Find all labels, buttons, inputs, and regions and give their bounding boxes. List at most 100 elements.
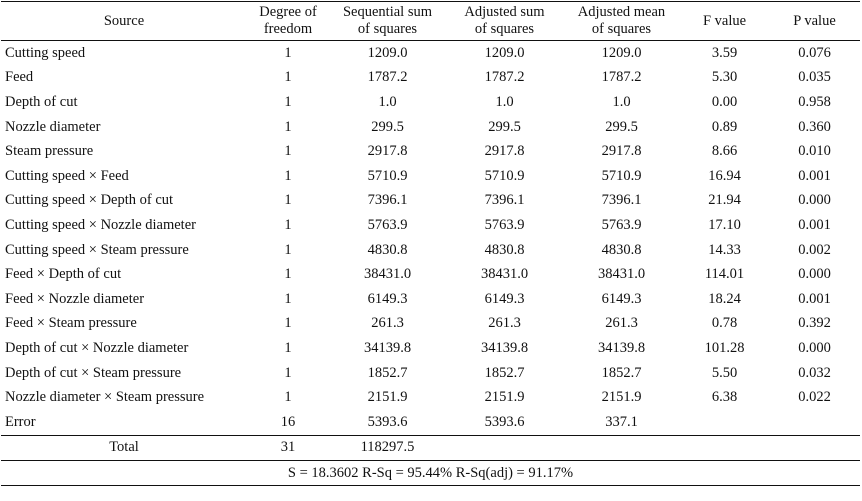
table-row: Cutting speed × Feed 1 5710.9 5710.9 5710.9 1… bbox=[1, 164, 860, 189]
header-adjusted-ss: Adjusted sum of squares bbox=[446, 2, 563, 41]
row-f-value: 8.66 bbox=[711, 143, 738, 160]
row-df: 1 bbox=[284, 143, 292, 160]
row-adj-ms: 5710.9 bbox=[601, 167, 642, 184]
table-row: Feed × Steam pressure 1 261.3 261.3 261.3 0.7… bbox=[1, 312, 860, 337]
row-p-value bbox=[769, 410, 860, 435]
row-seq-ss: 2151.9 bbox=[367, 389, 408, 406]
row-f-value: 3.59 bbox=[711, 44, 738, 61]
header-sequential-ss: Sequential sum of squares bbox=[329, 2, 446, 41]
row-df: 1 bbox=[284, 167, 292, 184]
row-df: 1 bbox=[284, 389, 292, 406]
row-adj-ms: 34139.8 bbox=[597, 339, 646, 356]
total-df: 31 bbox=[280, 439, 296, 456]
row-df: 1 bbox=[284, 364, 292, 381]
header-df-line2: freedom bbox=[263, 21, 313, 37]
row-f-value: 101.28 bbox=[704, 339, 745, 356]
header-seq-line1: Sequential sum bbox=[342, 4, 432, 20]
row-df: 1 bbox=[284, 339, 292, 356]
table-row: Nozzle diameter × Steam pressure 1 2151.9 2… bbox=[1, 385, 860, 410]
header-degree-of-freedom: Degree of freedom bbox=[247, 2, 329, 41]
total-source: Total bbox=[109, 439, 139, 456]
table-row: Feed 1 1787.2 1787.2 1787.2 5.30 0.035 bbox=[1, 66, 860, 91]
header-df-line1: Degree of bbox=[259, 4, 317, 20]
header-f-value: F value bbox=[702, 12, 747, 29]
row-df: 1 bbox=[284, 118, 292, 135]
row-adj-ss: 1.0 bbox=[495, 93, 514, 110]
row-df: 1 bbox=[284, 69, 292, 86]
row-p-value: 0.022 bbox=[798, 389, 831, 406]
header-adjms-line1: Adjusted mean bbox=[577, 4, 666, 20]
row-adj-ss: 1209.0 bbox=[484, 44, 525, 61]
header-adjss-line1: Adjusted sum bbox=[464, 4, 545, 20]
row-seq-ss: 4830.8 bbox=[367, 241, 408, 258]
row-f-value: 114.01 bbox=[704, 266, 745, 283]
total-seq-ss: 118297.5 bbox=[360, 439, 415, 456]
row-f-value: 21.94 bbox=[708, 192, 741, 209]
row-adj-ss: 38431.0 bbox=[480, 266, 529, 283]
row-adj-ss: 2917.8 bbox=[484, 143, 525, 160]
row-adj-ms: 1787.2 bbox=[601, 69, 642, 86]
row-p-value: 0.001 bbox=[798, 290, 831, 307]
row-source: Cutting speed × Nozzle diameter bbox=[5, 216, 196, 233]
table-row: Cutting speed × Steam pressure 1 4830.8 483… bbox=[1, 238, 860, 263]
row-adj-ss: 4830.8 bbox=[484, 241, 525, 258]
table-row: Feed × Depth of cut 1 38431.0 38431.0 38431.… bbox=[1, 262, 860, 287]
row-adj-ss: 261.3 bbox=[488, 315, 521, 332]
table-row: Nozzle diameter 1 299.5 299.5 299.5 0.89 0.360 bbox=[1, 115, 860, 140]
row-p-value: 0.035 bbox=[798, 69, 831, 86]
row-seq-ss: 6149.3 bbox=[367, 290, 408, 307]
row-adj-ss: 6149.3 bbox=[484, 290, 525, 307]
row-source: Error bbox=[5, 413, 36, 430]
row-seq-ss: 38431.0 bbox=[363, 266, 412, 283]
row-source: Cutting speed × Steam pressure bbox=[5, 241, 189, 258]
row-adj-ss: 5710.9 bbox=[484, 167, 525, 184]
row-df: 1 bbox=[284, 266, 292, 283]
table-row: Depth of cut 1 1.0 1.0 1.0 0.00 0.958 bbox=[1, 90, 860, 115]
row-source: Nozzle diameter × Steam pressure bbox=[5, 389, 205, 406]
row-df: 1 bbox=[284, 241, 292, 258]
row-seq-ss: 1.0 bbox=[378, 93, 397, 110]
row-adj-ms: 4830.8 bbox=[601, 241, 642, 258]
row-p-value: 0.032 bbox=[798, 364, 831, 381]
table-row: Feed × Nozzle diameter 1 6149.3 6149.3 6149.… bbox=[1, 287, 860, 312]
header-p-value: P value bbox=[793, 12, 836, 29]
table-row: Depth of cut × Nozzle diameter 1 34139.8 34… bbox=[1, 336, 860, 361]
row-df: 1 bbox=[284, 44, 292, 61]
row-seq-ss: 34139.8 bbox=[363, 339, 412, 356]
row-f-value: 6.38 bbox=[711, 389, 738, 406]
row-adj-ms: 2917.8 bbox=[601, 143, 642, 160]
row-df: 1 bbox=[284, 93, 292, 110]
row-f-value: 5.30 bbox=[711, 69, 738, 86]
row-adj-ms: 1852.7 bbox=[601, 364, 642, 381]
row-seq-ss: 1209.0 bbox=[367, 44, 408, 61]
row-p-value: 0.076 bbox=[798, 44, 831, 61]
row-source: Cutting speed bbox=[5, 44, 86, 61]
row-seq-ss: 1852.7 bbox=[367, 364, 408, 381]
model-summary: S = 18.3602 R-Sq = 95.44% R-Sq(adj) = 91… bbox=[287, 464, 574, 481]
row-p-value: 0.001 bbox=[798, 216, 831, 233]
row-df: 1 bbox=[284, 216, 292, 233]
row-seq-ss: 7396.1 bbox=[367, 192, 408, 209]
table-row: Cutting speed × Depth of cut 1 7396.1 7396.… bbox=[1, 189, 860, 214]
row-adj-ms: 2151.9 bbox=[601, 389, 642, 406]
row-f-value: 14.33 bbox=[708, 241, 741, 258]
row-source: Depth of cut × Steam pressure bbox=[5, 364, 182, 381]
row-source: Nozzle diameter bbox=[5, 118, 101, 135]
row-p-value: 0.958 bbox=[798, 93, 831, 110]
row-f-value: 16.94 bbox=[708, 167, 741, 184]
table-row: Cutting speed 1 1209.0 1209.0 1209.0 3.59 0.07… bbox=[1, 41, 860, 66]
row-source: Cutting speed × Depth of cut bbox=[5, 192, 174, 209]
row-adj-ss: 2151.9 bbox=[484, 389, 525, 406]
row-adj-ss: 1852.7 bbox=[484, 364, 525, 381]
row-p-value: 0.000 bbox=[798, 266, 831, 283]
row-adj-ms: 337.1 bbox=[605, 413, 638, 430]
row-f-value bbox=[680, 410, 769, 435]
row-source: Depth of cut × Nozzle diameter bbox=[5, 339, 189, 356]
row-f-value: 17.10 bbox=[708, 216, 741, 233]
row-adj-ss: 5393.6 bbox=[484, 413, 525, 430]
header-seq-line2: of squares bbox=[357, 21, 418, 37]
row-p-value: 0.392 bbox=[798, 315, 831, 332]
row-adj-ms: 5763.9 bbox=[601, 216, 642, 233]
row-df: 1 bbox=[284, 315, 292, 332]
row-adj-ss: 299.5 bbox=[488, 118, 521, 135]
